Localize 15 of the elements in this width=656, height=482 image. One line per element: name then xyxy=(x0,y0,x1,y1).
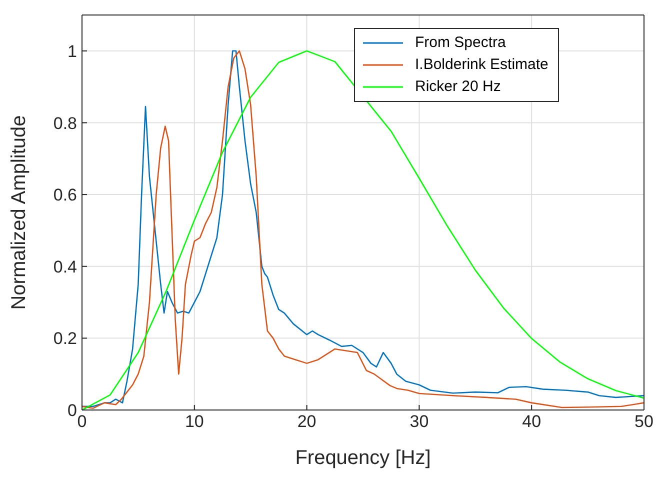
x-tick-label: 20 xyxy=(297,412,316,432)
y-tick-label: 0.4 xyxy=(53,257,77,276)
legend-label: From Spectra xyxy=(415,33,506,53)
x-tick-label: 50 xyxy=(634,412,654,432)
x-tick-label: 40 xyxy=(522,412,542,432)
y-tick-label: 0.2 xyxy=(53,329,77,348)
y-tick-label: 0.6 xyxy=(53,186,77,205)
y-tick-label: 1 xyxy=(68,42,77,61)
x-tick-label: 10 xyxy=(184,412,204,432)
legend-label: Ricker 20 Hz xyxy=(415,77,501,97)
y-tick-label: 0.8 xyxy=(53,114,77,133)
y-axis-title: Normalized Amplitude xyxy=(8,115,30,310)
legend-label: I.Bolderink Estimate xyxy=(415,55,548,75)
x-tick-label: 30 xyxy=(410,412,429,432)
x-axis-title: Frequency [Hz] xyxy=(295,447,431,469)
